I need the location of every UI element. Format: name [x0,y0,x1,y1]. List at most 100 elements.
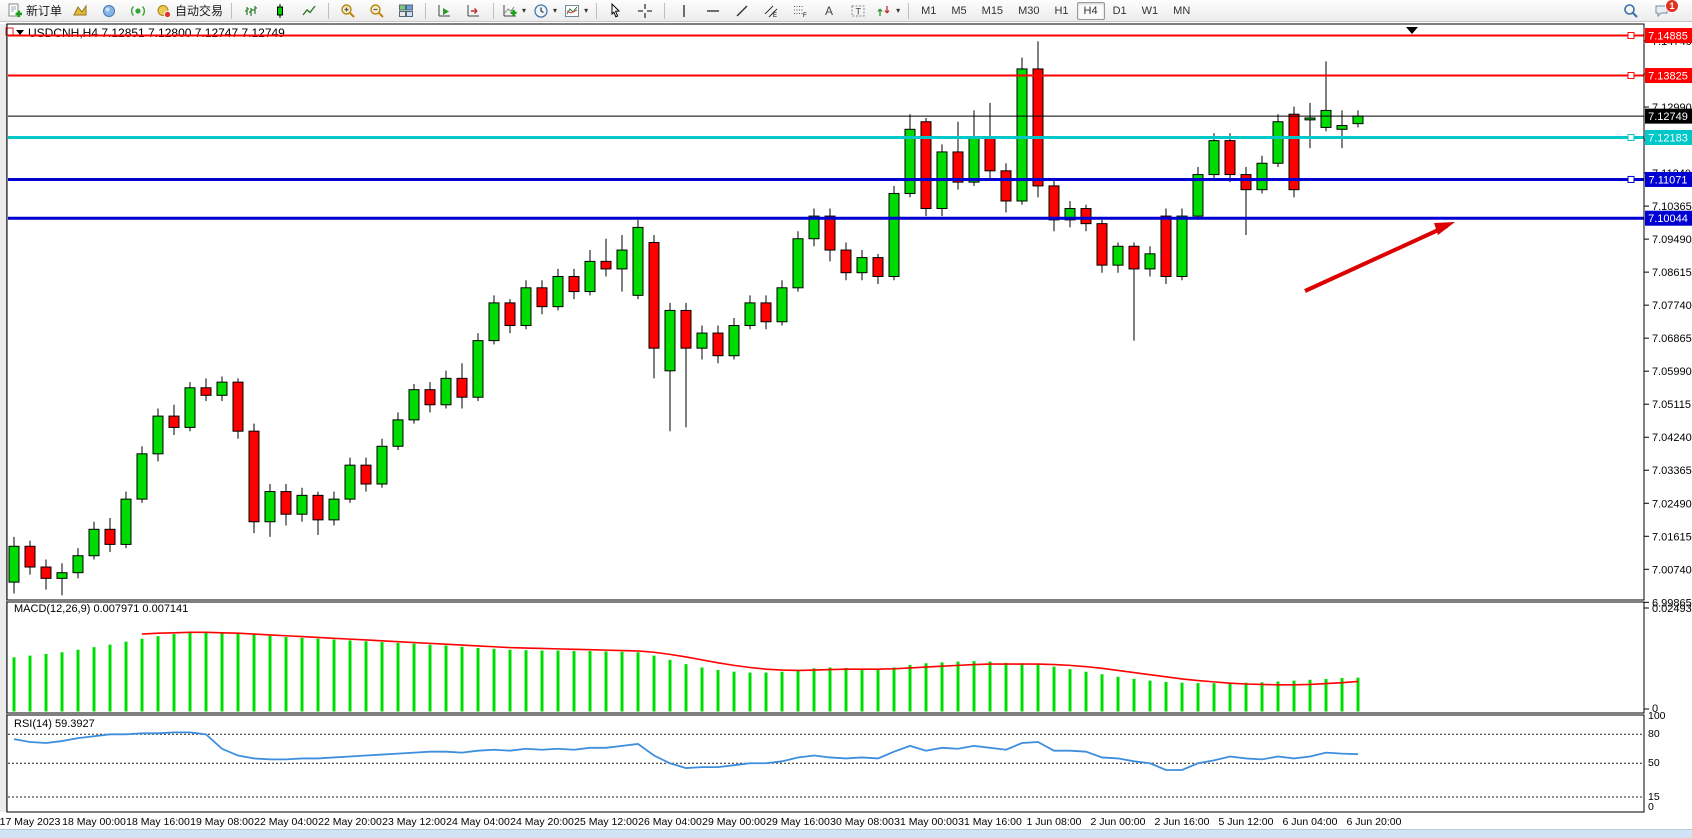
macd-bar [732,671,736,712]
price-badge: 7.14885 [1648,31,1688,43]
navigator-button[interactable] [95,0,123,22]
equidistant-channel-button[interactable]: E [757,0,785,22]
timeframe-m5-button[interactable]: M5 [951,4,967,17]
zoom-in-icon [341,3,355,18]
candle [968,136,980,183]
timeframe-m30-button[interactable]: M30 [1018,4,1040,17]
macd-bar [1068,669,1072,712]
toolbar-separator [231,2,233,19]
text-button[interactable]: A [815,0,843,22]
candle [728,325,740,357]
x-axis-label: 2 Jun 00:00 [1091,816,1146,828]
candle-chart-icon [277,3,284,18]
candle [1032,68,1044,187]
candle [1064,208,1076,221]
candle [1080,208,1092,225]
search-button[interactable] [1617,0,1645,22]
macd-bar [860,668,864,712]
candle [1304,117,1316,121]
x-axis-label: 19 May 08:00 [190,816,254,828]
candle [632,226,644,296]
candle [1128,245,1140,270]
timeframe-h4-button[interactable]: H4 [1076,1,1105,20]
candle [248,430,260,523]
candle-chart-button[interactable] [266,0,294,22]
macd-bar [1132,678,1136,712]
vline-icon [683,4,685,17]
svg-text:80: 80 [1648,728,1660,740]
macd-bar [764,672,768,712]
new-order-icon [8,3,22,17]
tile-windows-button[interactable] [392,0,420,22]
macd-bar [1164,681,1168,712]
macd-bar [124,641,128,712]
macd-bar [60,652,64,712]
macd-bar [252,634,256,712]
timeframe-d1-button[interactable]: D1 [1112,4,1127,17]
chevron-down-icon: ▾ [522,6,527,15]
market-watch-button[interactable] [66,0,94,22]
fibonacci-button[interactable]: F [786,0,814,22]
macd-bar [1276,681,1280,712]
candle [1192,174,1204,217]
periods-button[interactable]: ▾ [530,0,560,22]
notifications-button[interactable]: 1 [1651,0,1682,22]
macd-bar [556,650,560,712]
candle [200,387,212,396]
x-axis-label: 29 May 00:00 [702,816,766,828]
price-chart[interactable]: USDCNH,H4 7.12851 7.12800 7.12747 7.1274… [0,22,1692,838]
macd-bar [316,638,320,712]
terminal-button[interactable] [124,0,152,22]
candle [696,332,708,349]
y-axis-tick: 7.04240 [1652,432,1692,444]
timeframe-mn-button[interactable]: MN [1173,4,1191,17]
svg-text:15: 15 [1648,791,1660,803]
vertical-line-button[interactable] [670,0,698,22]
candle [72,555,84,574]
chart-shift-marker [1406,27,1418,34]
candle [584,260,596,293]
timeframe-m1-button[interactable]: M1 [921,4,937,17]
bar-chart-button[interactable] [237,0,265,22]
x-axis-label: 29 May 16:00 [766,816,830,828]
indicators-button[interactable]: ▾ [499,0,529,22]
timeframe-h1-button[interactable]: H1 [1054,4,1069,17]
shift-chart-icon [467,4,480,16]
timeframe-m15-button[interactable]: M15 [981,4,1004,17]
chart-title: USDCNH,H4 7.12851 7.12800 7.12747 7.1274… [28,26,285,40]
candle [360,464,372,485]
candle [168,415,180,428]
line-chart-icon [302,5,316,15]
trendline-button[interactable] [728,0,756,22]
cursor-icon [611,2,621,17]
macd-bar [1116,676,1120,712]
chevron-down-icon: ▾ [896,6,901,15]
price-badge: 7.12749 [1648,111,1688,123]
line-chart-button[interactable] [295,0,323,22]
macd-bar [1260,682,1264,712]
chart-shift-button[interactable] [460,0,488,22]
zoom-in-button[interactable] [334,0,362,22]
arrows-button[interactable]: ▾ [873,0,903,22]
candle [216,381,228,396]
candle [120,498,132,545]
macd-bar [172,634,176,712]
svg-text:F: F [803,13,807,19]
cursor-button[interactable] [602,0,630,22]
x-axis-label: 31 May 00:00 [894,816,958,828]
candle [888,192,900,277]
chart-window[interactable]: USDCNH,H4 7.12851 7.12800 7.12747 7.1274… [0,22,1692,838]
text-label-button[interactable]: T [844,0,872,22]
candle [1352,115,1364,125]
autotrade-button[interactable]: 自动交易 [153,0,226,22]
zoom-out-button[interactable] [363,0,391,22]
crosshair-button[interactable] [631,0,659,22]
templates-button[interactable]: ▾ [561,0,591,22]
timeframe-w1-button[interactable]: W1 [1141,4,1159,17]
macd-bar [1212,683,1216,712]
new-order-button[interactable]: 新订单 [4,0,65,22]
svg-text:100: 100 [1648,710,1666,722]
horizontal-line-button[interactable] [699,0,727,22]
auto-scroll-button[interactable] [431,0,459,22]
candle [1096,223,1108,266]
